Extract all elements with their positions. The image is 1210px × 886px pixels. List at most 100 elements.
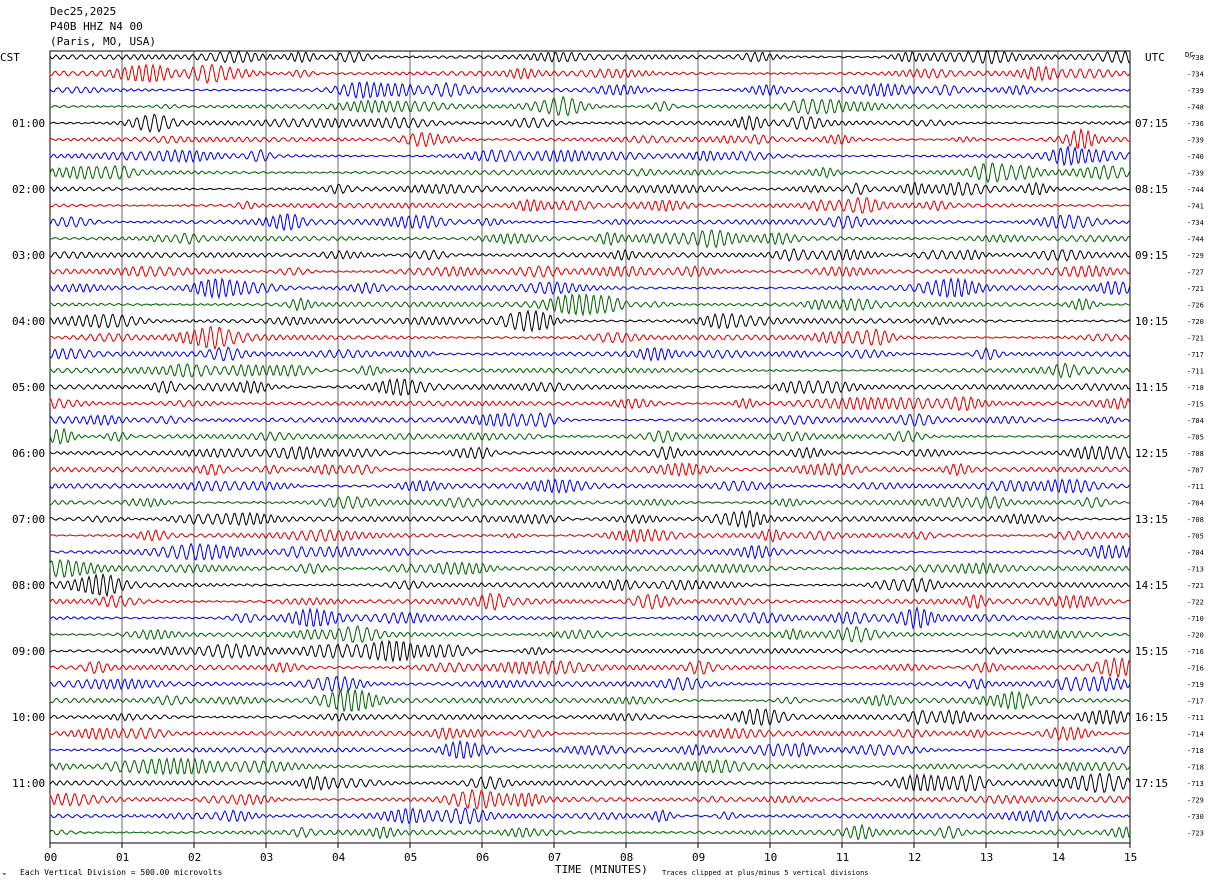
trace-line — [49, 162, 1131, 184]
hour-label-left: 02:00 — [12, 183, 45, 196]
trace-line — [49, 113, 1131, 133]
trace-line — [49, 572, 1131, 598]
dc-offset-label: -711 — [1187, 714, 1204, 722]
trace-line — [49, 63, 1131, 84]
dc-offset-label: -713 — [1187, 566, 1204, 574]
x-tick-label: 00 — [44, 851, 57, 864]
dc-offset-label: -723 — [1187, 830, 1204, 838]
x-tick-label: 02 — [188, 851, 201, 864]
trace-line — [49, 509, 1131, 529]
dc-offset-label: -718 — [1187, 384, 1204, 392]
plot-grid — [49, 50, 1131, 848]
hour-label-right: 14:15 — [1135, 579, 1168, 592]
hour-label-right: 09:15 — [1135, 249, 1168, 262]
dc-offset-label: -734 — [1187, 71, 1204, 79]
trace-line — [49, 675, 1131, 693]
trace-line — [49, 725, 1131, 742]
trace-line — [49, 196, 1131, 214]
trace-line — [49, 95, 1131, 117]
hour-label-left: 05:00 — [12, 381, 45, 394]
dc-offset-label: -716 — [1187, 665, 1204, 673]
scale-note: Each Vertical Division = 500.00 microvol… — [20, 868, 222, 877]
seismic-traces — [49, 49, 1131, 841]
dc-offset-label: -727 — [1187, 269, 1204, 277]
header-block: Dec25,2025 P40B HHZ N4 00 (Paris, MO, US… — [50, 4, 156, 49]
trace-line — [49, 656, 1131, 679]
dc-column-label: DC — [1185, 51, 1193, 59]
dc-offset-label: -721 — [1187, 335, 1204, 343]
hour-label-left: 10:00 — [12, 711, 45, 724]
dc-offset-label: -748 — [1187, 104, 1204, 112]
trace-line — [49, 462, 1131, 478]
dc-offset-label: -704 — [1187, 549, 1204, 557]
dc-offset-label: -717 — [1187, 351, 1204, 359]
trace-line — [49, 756, 1131, 776]
dc-offset-label: -705 — [1187, 434, 1204, 442]
dc-offset-label: -718 — [1187, 747, 1204, 755]
dc-offset-label: -721 — [1187, 582, 1204, 590]
trace-line — [49, 412, 1131, 428]
x-tick-label: 11 — [836, 851, 849, 864]
hour-label-right: 16:15 — [1135, 711, 1168, 724]
hour-label-right: 15:15 — [1135, 645, 1168, 658]
dc-offset-label: -711 — [1187, 483, 1204, 491]
scale-icon: ⌁ — [2, 870, 6, 878]
trace-line — [49, 639, 1131, 664]
hour-label-left: 06:00 — [12, 447, 45, 460]
dc-offset-label: -704 — [1187, 500, 1204, 508]
plot-labels: 00 01 02 03 04 05 06 07 08 09 10 11 12 13 14 15 -738 -734… — [12, 54, 1204, 864]
trace-line — [49, 772, 1131, 794]
hour-label-right: 13:15 — [1135, 513, 1168, 526]
trace-line — [49, 708, 1131, 726]
dc-offset-label: -720 — [1187, 632, 1204, 640]
dc-offset-label: -738 — [1187, 54, 1204, 62]
trace-line — [49, 277, 1131, 300]
dc-offset-label: -710 — [1187, 615, 1204, 623]
trace-line — [49, 558, 1131, 579]
trace-line — [49, 49, 1131, 65]
hour-label-right: 07:15 — [1135, 117, 1168, 130]
dc-offset-label: -740 — [1187, 153, 1204, 161]
trace-line — [49, 229, 1131, 249]
hour-label-left: 03:00 — [12, 249, 45, 262]
trace-line — [49, 247, 1131, 262]
trace-line — [49, 181, 1131, 196]
trace-line — [49, 213, 1131, 232]
trace-line — [49, 592, 1131, 612]
dc-offset-label: -718 — [1187, 764, 1204, 772]
dc-offset-label: -708 — [1187, 450, 1204, 458]
trace-line — [49, 528, 1131, 543]
trace-line — [49, 325, 1131, 351]
trace-line — [49, 495, 1131, 510]
dc-offset-label: -714 — [1187, 731, 1204, 739]
x-tick-label: 09 — [692, 851, 705, 864]
hour-label-right: 11:15 — [1135, 381, 1168, 394]
dc-offset-label: -739 — [1187, 87, 1204, 95]
clip-note: Traces clipped at plus/minus 5 vertical … — [662, 869, 869, 877]
trace-line — [49, 396, 1131, 412]
hour-label-right: 17:15 — [1135, 777, 1168, 790]
trace-line — [49, 788, 1131, 811]
trace-line — [49, 292, 1131, 317]
dc-offset-label: -721 — [1187, 285, 1204, 293]
dc-offset-label: -736 — [1187, 120, 1204, 128]
x-tick-label: 05 — [404, 851, 417, 864]
trace-line — [49, 145, 1131, 167]
dc-offset-label: -739 — [1187, 137, 1204, 145]
right-timezone-label: UTC — [1145, 51, 1165, 64]
dc-offset-label: -720 — [1187, 318, 1204, 326]
hour-label-left: 11:00 — [12, 777, 45, 790]
hour-label-left: 09:00 — [12, 645, 45, 658]
dc-offset-label: -711 — [1187, 368, 1204, 376]
trace-line — [49, 264, 1131, 278]
dc-offset-label: -729 — [1187, 797, 1204, 805]
x-tick-label: 07 — [548, 851, 561, 864]
x-tick-label: 12 — [908, 851, 921, 864]
trace-line — [49, 309, 1131, 333]
dc-offset-label: -744 — [1187, 236, 1204, 244]
hour-label-right: 10:15 — [1135, 315, 1168, 328]
hour-label-right: 08:15 — [1135, 183, 1168, 196]
dc-offset-label: -739 — [1187, 170, 1204, 178]
dc-offset-label: -729 — [1187, 252, 1204, 260]
